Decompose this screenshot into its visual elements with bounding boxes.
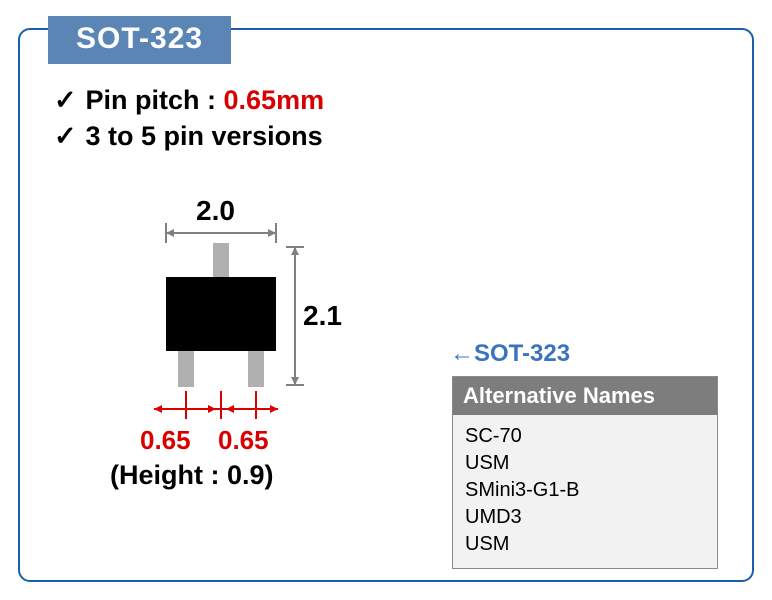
height-note: (Height : 0.9) (110, 460, 274, 491)
check-icon: ✓ (54, 118, 78, 154)
spec-pitch-value: 0.65mm (224, 85, 325, 115)
card: SOT-323 ✓ Pin pitch : 0.65mm ✓ 3 to 5 pi… (18, 28, 754, 582)
pin-bottom-left (178, 351, 194, 387)
spec-pins-text: 3 to 5 pin versions (86, 121, 323, 151)
alt-name-item: UMD3 (465, 504, 705, 531)
alt-name-item: USM (465, 531, 705, 558)
dim-width-label: 2.0 (196, 195, 235, 227)
spec-row-pins: ✓ 3 to 5 pin versions (54, 118, 324, 154)
alternative-names-panel: Alternative Names SC-70 USM SMini3-G1-B … (452, 376, 718, 569)
dim-pitch-right-label: 0.65 (218, 425, 269, 456)
dim-height-line (286, 247, 304, 385)
package-diagram: 2.0 2.1 0.65 0.65 (Height : 0.9) (110, 205, 370, 505)
pin-top (213, 243, 229, 279)
alt-name-item: SC-70 (465, 423, 705, 450)
package-badge: SOT-323 (48, 16, 231, 64)
dim-pitch-left-label: 0.65 (140, 425, 191, 456)
pin-bottom-right (248, 351, 264, 387)
dim-pitch-line (154, 391, 278, 419)
alt-name-item: SMini3-G1-B (465, 477, 705, 504)
check-icon: ✓ (54, 82, 78, 118)
package-body (166, 277, 276, 351)
spec-pitch-label: Pin pitch : (86, 85, 224, 115)
package-link-label: ←SOT-323 (450, 340, 570, 368)
spec-row-pitch: ✓ Pin pitch : 0.65mm (54, 82, 324, 118)
dim-height-label: 2.1 (303, 300, 342, 332)
alternative-names-header: Alternative Names (453, 377, 717, 415)
alt-name-item: USM (465, 450, 705, 477)
spec-list: ✓ Pin pitch : 0.65mm ✓ 3 to 5 pin versio… (54, 82, 324, 155)
alternative-names-list: SC-70 USM SMini3-G1-B UMD3 USM (453, 415, 717, 568)
